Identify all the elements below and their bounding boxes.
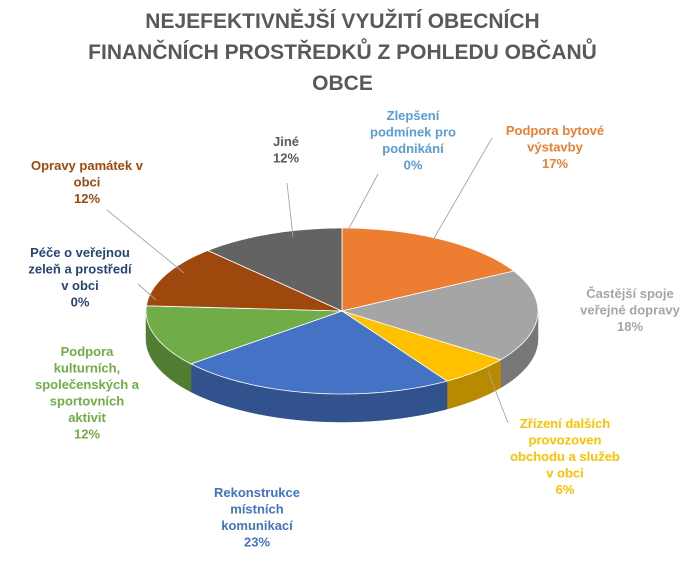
slice-label-line: zeleň a prostředí [28, 262, 132, 277]
slice-label-line: podnikání [382, 141, 444, 156]
leader-line-7 [106, 209, 185, 274]
slice-label-line: Zřízení dalších [520, 416, 610, 431]
leader-lines [106, 137, 509, 424]
slice-label-4: Rekonstrukce místních komunikací 23% [214, 485, 300, 550]
slice-label-line: Péče o veřejnou [30, 245, 130, 260]
pie-slice-1 [341, 227, 515, 312]
slice-label-line: výstavby [527, 140, 583, 155]
slice-value-7: 12% [74, 191, 100, 206]
slice-label-line: místních [230, 502, 284, 517]
pie-slice-5 [145, 305, 343, 365]
slice-label-line: v obci [61, 278, 99, 293]
slice-label-5: Podpora kulturních, společenských a sportov… [35, 344, 140, 442]
slice-value-2: 18% [617, 319, 643, 334]
slice-value-3: 6% [556, 482, 575, 497]
slice-label-line: Rekonstrukce [214, 485, 300, 500]
slice-label-line: společenských a [35, 377, 140, 392]
chart-title-line-2: FINANČNÍCH PROSTŘEDKŮ Z POHLEDU OBČANŮ [88, 41, 597, 64]
data-labels: Zlepšení podmínek pro podnikání 0% Podpora b… [28, 108, 680, 550]
slice-value-5: 12% [74, 427, 100, 442]
slice-label-line: Jiné [273, 134, 299, 149]
slice-label-line: Podpora [61, 344, 114, 359]
leader-line-1 [432, 137, 493, 241]
chart-title-line-3: OBCE [312, 72, 373, 95]
chart-title-line-1: NEJEFEKTIVNĚJŠÍ VYUŽITÍ OBECNÍCH [145, 10, 540, 33]
slice-label-line: Častější spoje [586, 286, 673, 301]
slice-label-line: obci [74, 175, 101, 190]
slice-label-2: Častější spoje veřejné dopravy 18% [580, 286, 680, 334]
slice-label-3: Zřízení dalších provozoven obchodu a služe… [510, 416, 620, 497]
slice-label-7: Opravy památek v obci 12% [31, 158, 144, 206]
pie-slice-3 [341, 310, 502, 382]
slice-value-4: 23% [244, 535, 270, 550]
slice-label-line: Opravy památek v [31, 158, 144, 173]
pie-top-faces [145, 227, 539, 395]
slice-label-0: Zlepšení podmínek pro podnikání 0% [370, 108, 456, 173]
slice-value-0: 0% [404, 158, 423, 173]
leader-line-3 [487, 370, 509, 424]
chart-title: NEJEFEKTIVNĚJŠÍ VYUŽITÍ OBECNÍCH FINANČN… [0, 6, 685, 99]
slice-label-8: Jiné 12% [273, 134, 299, 166]
pie-slice-2 [340, 270, 539, 361]
slice-label-1: Podpora bytové výstavby 17% [506, 123, 604, 171]
slice-label-line: provozoven [529, 433, 602, 448]
slice-label-line: sportovních [50, 394, 124, 409]
slice-label-line: veřejné dopravy [580, 303, 680, 318]
slice-label-line: komunikací [221, 518, 293, 533]
slice-label-line: Zlepšení [387, 108, 440, 123]
pie-slice-8 [206, 227, 343, 312]
slice-label-line: obchodu a služeb [510, 449, 620, 464]
leader-line-6 [137, 283, 157, 301]
slice-label-line: v obci [546, 466, 584, 481]
slice-value-1: 17% [542, 156, 568, 171]
pie-slice-7 [145, 250, 343, 312]
slice-label-line: Podpora bytové [506, 123, 604, 138]
slice-label-line: aktivit [68, 410, 106, 425]
slice-label-line: podmínek pro [370, 125, 456, 140]
slice-label-6: Péče o veřejnou zeleň a prostředí v obci 0% [28, 245, 132, 310]
pie-slice-4 [189, 310, 448, 395]
slice-value-6: 0% [71, 295, 90, 310]
leader-line-8 [286, 182, 294, 238]
slice-label-line: kulturních, [54, 361, 120, 376]
leader-line-0 [346, 173, 379, 233]
slice-value-8: 12% [273, 151, 299, 166]
